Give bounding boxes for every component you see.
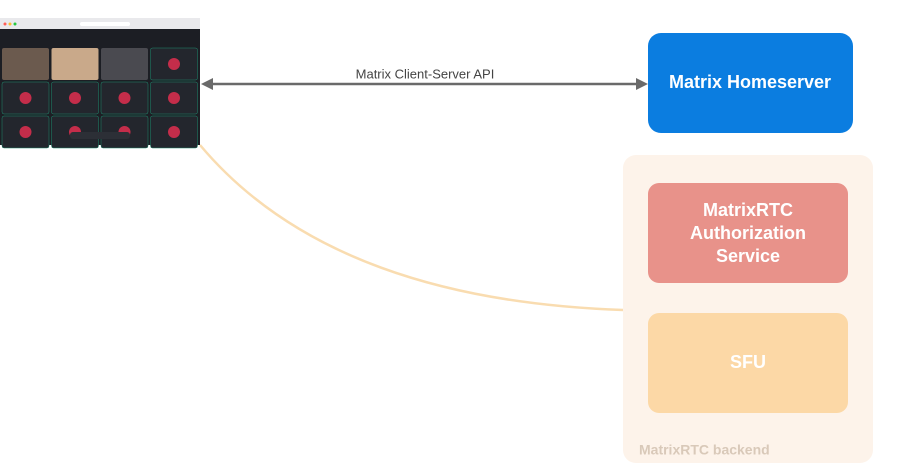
video-tile xyxy=(101,48,148,80)
avatar xyxy=(118,92,131,104)
client-screenshot xyxy=(0,18,200,149)
node-label: Service xyxy=(716,246,780,266)
node-label: Authorization xyxy=(690,223,806,243)
client-backend-curve xyxy=(199,144,624,312)
avatar xyxy=(19,92,32,104)
node-label: SFU xyxy=(730,352,766,372)
video-tile xyxy=(2,48,49,80)
avatar xyxy=(19,126,32,138)
avatar xyxy=(168,92,180,104)
avatar xyxy=(168,126,180,138)
node-label: Matrix Homeserver xyxy=(669,72,831,92)
avatar xyxy=(69,92,81,104)
node-box xyxy=(648,183,848,283)
arrow-head xyxy=(636,78,648,90)
node-label: MatrixRTC xyxy=(703,200,793,220)
arrow-head xyxy=(201,78,213,90)
node-box xyxy=(648,33,853,133)
avatar xyxy=(168,58,180,70)
group-label: MatrixRTC backend xyxy=(639,442,770,458)
edge-label: Matrix Client-Server API xyxy=(356,66,495,81)
video-tile xyxy=(51,48,99,80)
node-box xyxy=(648,313,848,413)
